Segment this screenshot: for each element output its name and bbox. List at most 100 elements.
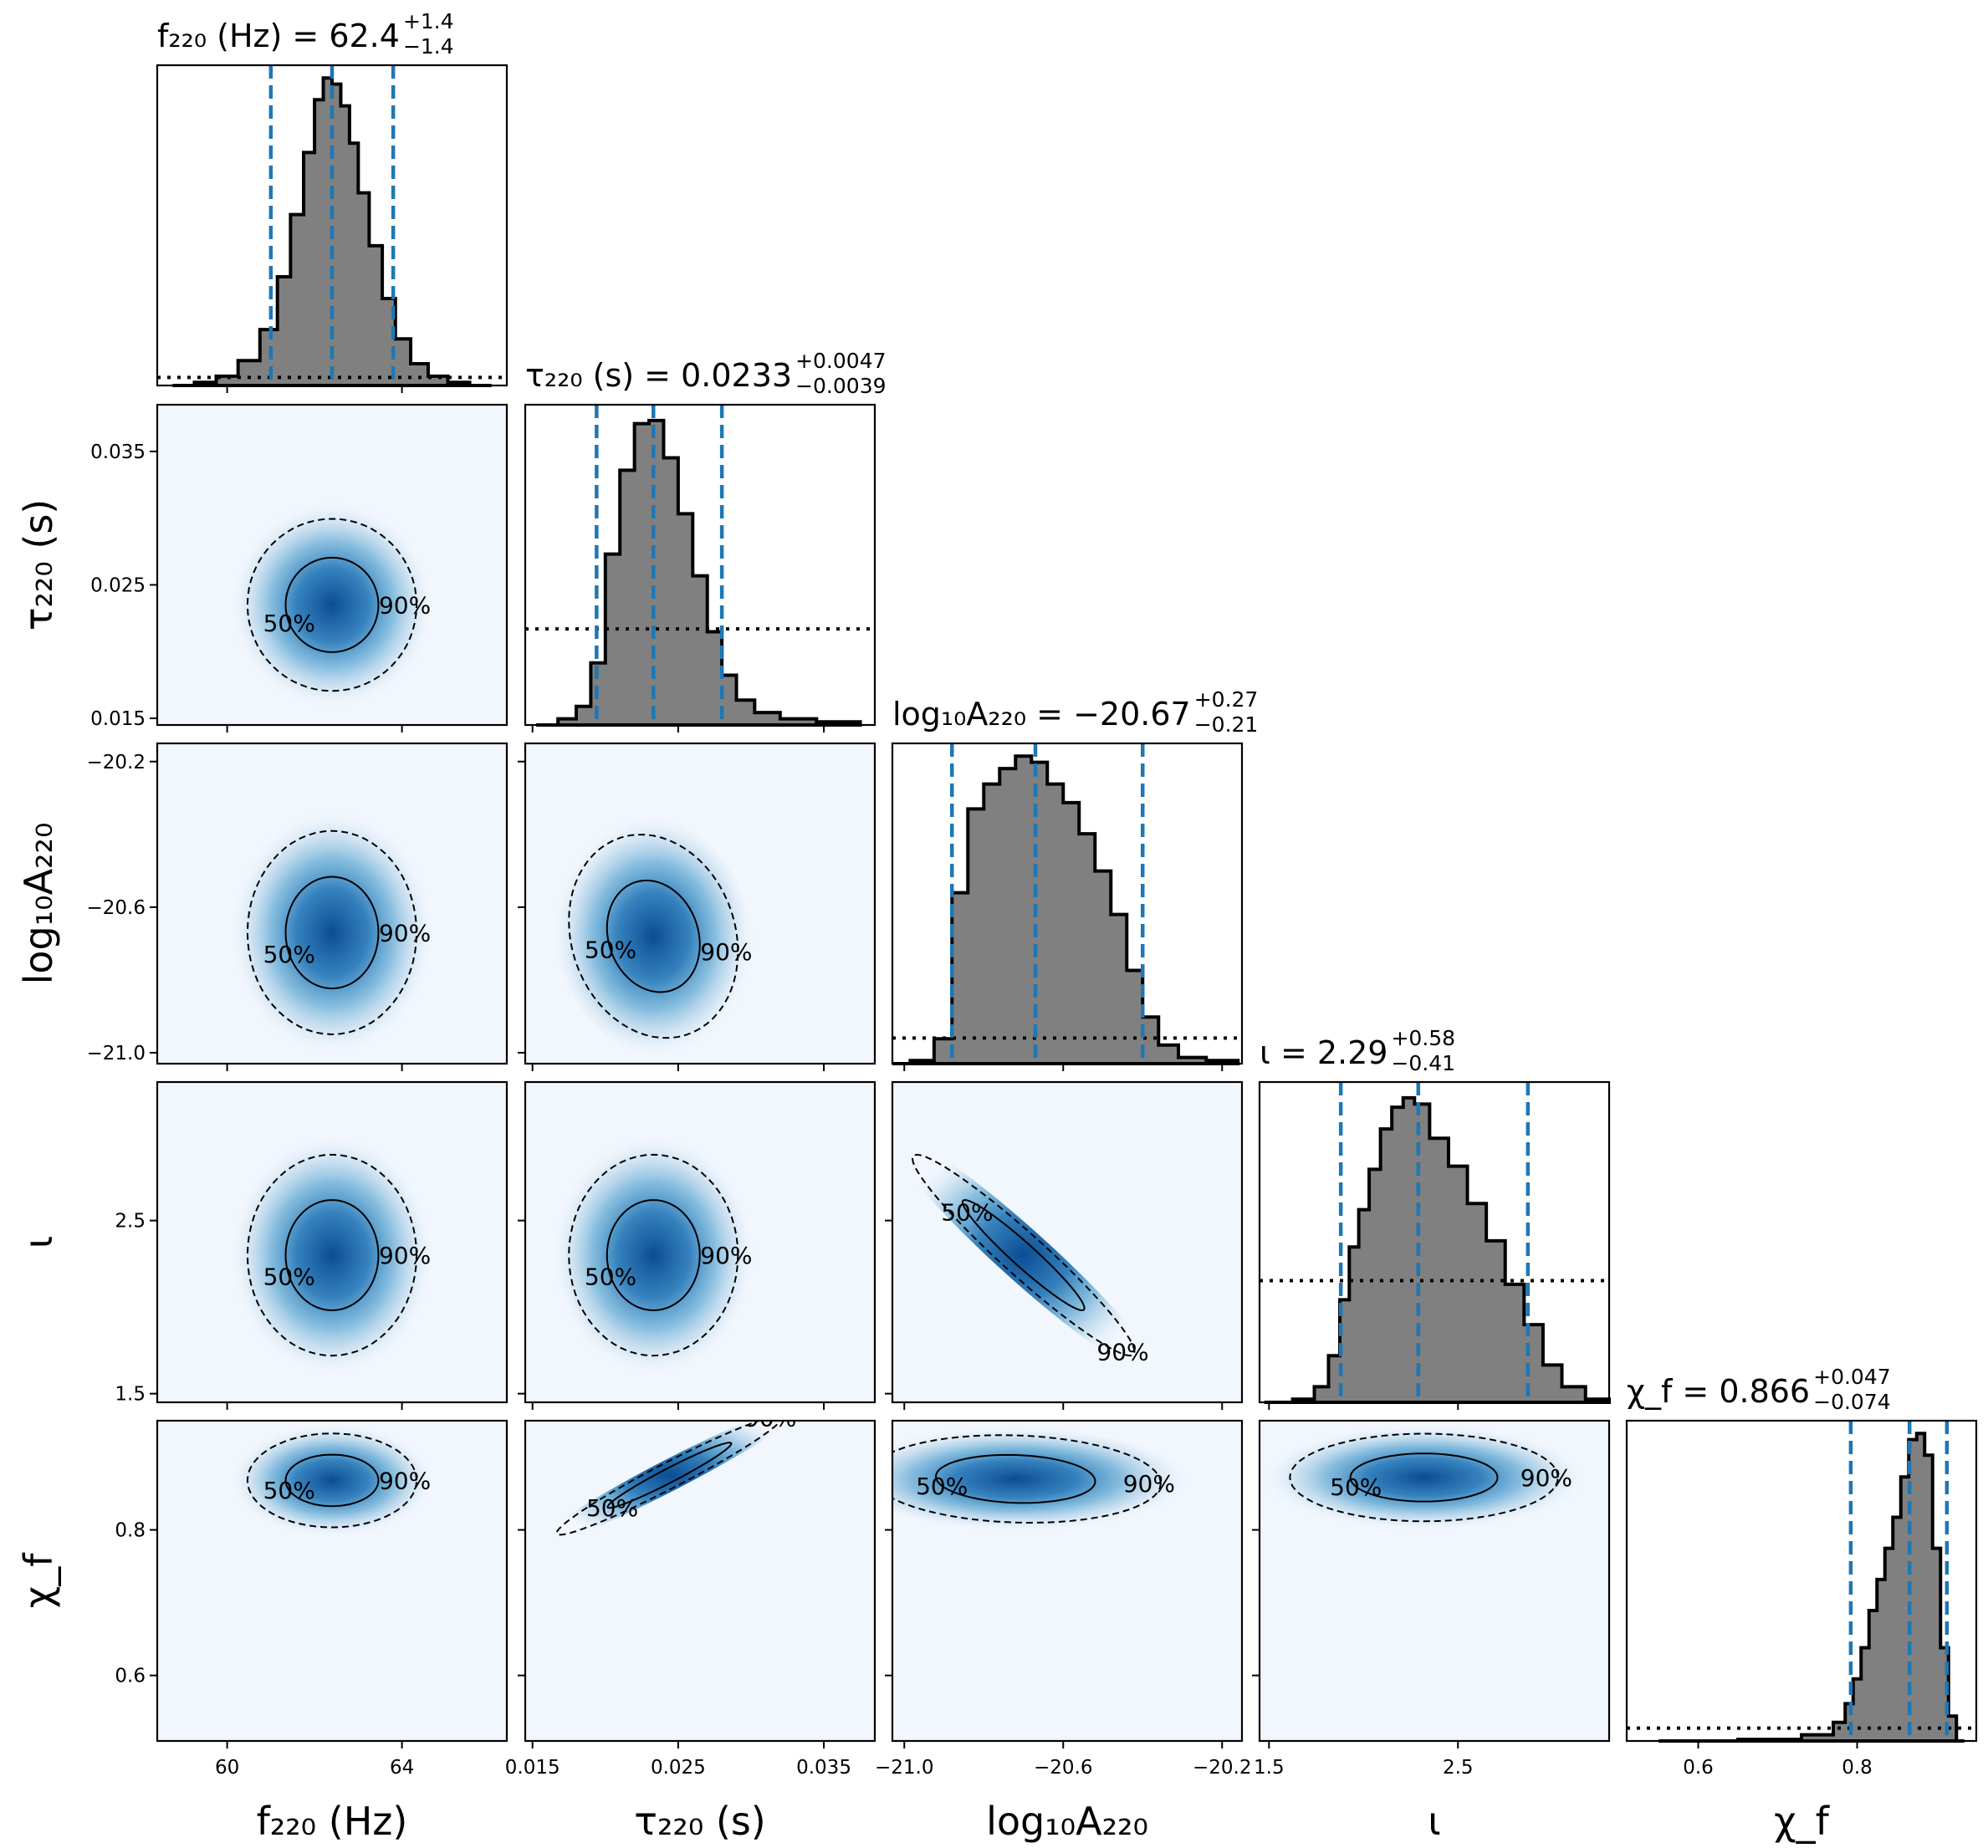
panel-title-plus-chif: +0.047 bbox=[1813, 1365, 1891, 1389]
x-axis-label-chif: χ_f bbox=[1774, 1799, 1831, 1844]
y-tick-label-logA: −20.2 bbox=[87, 752, 146, 773]
panel-title-minus-tau220: −0.0039 bbox=[795, 374, 886, 398]
contour-label-90: 90% bbox=[379, 919, 431, 947]
x-tick-label-iota: 2.5 bbox=[1443, 1757, 1474, 1779]
contour-label-90: 90% bbox=[1123, 1470, 1175, 1498]
panel-title-minus-logA: −0.21 bbox=[1194, 712, 1259, 737]
contour-90 bbox=[568, 834, 739, 1039]
contour-90 bbox=[246, 518, 418, 692]
density-panel-f220-logA: 50% 90% bbox=[156, 742, 508, 1065]
x-axis-label-tau220: τ₂₂₀ (s) bbox=[634, 1799, 766, 1844]
y-tick-label-tau220: 0.025 bbox=[90, 574, 146, 596]
contour-label-50: 50% bbox=[1330, 1473, 1382, 1501]
x-tick-label-logA: −21.0 bbox=[875, 1757, 933, 1779]
contour-label-90: 90% bbox=[379, 591, 431, 619]
contour-90 bbox=[1289, 1432, 1559, 1523]
histogram-tau220 bbox=[536, 418, 862, 727]
contour-label-50: 50% bbox=[916, 1473, 968, 1500]
y-tick-label-iota: 2.5 bbox=[115, 1211, 146, 1233]
panel-title-chif: χ_f = 0.866 bbox=[1627, 1373, 1810, 1410]
contour-label-90: 90% bbox=[700, 1242, 752, 1269]
x-tick-label-chif: 0.8 bbox=[1842, 1757, 1873, 1779]
hist-panel-tau220: τ₂₂₀ (s) = 0.0233 +0.0047−0.0039 bbox=[524, 349, 887, 727]
panel-title-f220: f₂₂₀ (Hz) = 62.4 bbox=[157, 18, 400, 54]
panel-title-plus-iota: +0.58 bbox=[1391, 1026, 1455, 1050]
density-panel-f220-iota: 50% 90% bbox=[156, 1080, 508, 1404]
density-fill bbox=[892, 1426, 1192, 1533]
density-fill bbox=[533, 1421, 792, 1548]
y-tick-label-tau220: 0.015 bbox=[90, 708, 146, 730]
density-panel-tau220-chif: 50% 90% bbox=[524, 1404, 876, 1743]
hist-panel-iota: ι = 2.29 +0.58−0.41 bbox=[1258, 1026, 1611, 1404]
x-tick-label-tau220: 0.015 bbox=[505, 1757, 560, 1779]
density-fill bbox=[229, 1423, 435, 1538]
y-tick-label-chif: 0.6 bbox=[115, 1666, 146, 1687]
contour-50 bbox=[284, 876, 380, 990]
histogram-chif bbox=[1658, 1432, 1965, 1743]
contour-label-90: 90% bbox=[744, 1404, 796, 1432]
density-panel-logA-chif: 50% 90% bbox=[891, 1419, 1244, 1743]
contour-50 bbox=[284, 1453, 380, 1508]
x-tick-label-logA: −20.6 bbox=[1034, 1757, 1092, 1779]
x-tick-label-logA: −20.2 bbox=[1193, 1757, 1251, 1779]
contour-label-50: 50% bbox=[263, 941, 315, 968]
y-tick-label-logA: −21.0 bbox=[87, 1043, 146, 1064]
contour-90 bbox=[568, 1153, 739, 1357]
density-fill bbox=[892, 1133, 1158, 1377]
y-tick-label-tau220: 0.035 bbox=[90, 442, 146, 463]
density-panel-f220-tau220: 50% 90% bbox=[156, 403, 508, 727]
contour-50 bbox=[934, 1453, 1096, 1504]
contour-label-50: 50% bbox=[263, 1263, 315, 1290]
y-axis-label-iota: ι bbox=[16, 1236, 61, 1249]
hist-panel-chif: χ_f = 0.866 +0.047−0.074 bbox=[1625, 1365, 1978, 1743]
y-tick-label-chif: 0.8 bbox=[115, 1520, 146, 1542]
contour-50 bbox=[284, 556, 380, 653]
density-panel-logA-iota: 50% 90% bbox=[891, 1080, 1244, 1404]
contour-label-50: 50% bbox=[941, 1199, 993, 1227]
x-tick-label-f220: 64 bbox=[390, 1757, 414, 1779]
contour-label-50: 50% bbox=[585, 1263, 636, 1290]
hist-panel-f220: f₂₂₀ (Hz) = 62.4 +1.4−1.4 bbox=[156, 9, 508, 387]
contour-90 bbox=[246, 830, 418, 1035]
contour-50 bbox=[961, 1199, 1086, 1311]
density-panel-iota-chif: 50% 90% bbox=[1258, 1419, 1611, 1743]
contour-label-90: 90% bbox=[700, 938, 752, 966]
contour-90 bbox=[911, 1153, 1136, 1357]
x-axis-label-f220: f₂₂₀ (Hz) bbox=[257, 1799, 408, 1844]
density-fill bbox=[1261, 1424, 1587, 1531]
panel-title-plus-tau220: +0.0047 bbox=[795, 349, 886, 373]
y-axis-label-tau220: τ₂₂₀ (s) bbox=[16, 499, 61, 631]
x-tick-label-chif: 0.6 bbox=[1683, 1757, 1714, 1779]
contour-90 bbox=[246, 1432, 418, 1529]
contour-90 bbox=[555, 1421, 782, 1536]
panel-title-iota: ι = 2.29 bbox=[1260, 1034, 1388, 1071]
density-fill bbox=[551, 813, 756, 1059]
contour-label-90: 90% bbox=[1520, 1464, 1572, 1492]
contour-label-90: 90% bbox=[379, 1467, 431, 1494]
panel-title-minus-iota: −0.41 bbox=[1391, 1051, 1455, 1075]
contour-50 bbox=[606, 1442, 733, 1509]
density-fill bbox=[229, 1133, 435, 1377]
panel-title-minus-f220: −1.4 bbox=[403, 34, 454, 59]
contour-50 bbox=[606, 879, 701, 993]
y-tick-label-iota: 1.5 bbox=[115, 1384, 146, 1406]
contour-label-50: 50% bbox=[586, 1494, 638, 1522]
x-axis-label-logA: log₁₀A₂₂₀ bbox=[986, 1799, 1148, 1844]
contour-50 bbox=[606, 1199, 701, 1311]
density-panel-tau220-logA: 50% 90% bbox=[524, 742, 876, 1065]
y-tick-label-logA: −20.6 bbox=[87, 897, 146, 919]
contour-50 bbox=[1349, 1452, 1499, 1503]
contour-label-50: 50% bbox=[263, 1477, 315, 1504]
panel-title-minus-chif: −0.074 bbox=[1813, 1390, 1891, 1414]
contour-label-90: 90% bbox=[1096, 1338, 1148, 1366]
density-panel-f220-chif: 50% 90% bbox=[156, 1419, 508, 1743]
contour-label-50: 50% bbox=[263, 610, 315, 637]
panel-title-plus-f220: +1.4 bbox=[403, 9, 454, 33]
hist-panel-logA: log₁₀A₂₂₀ = −20.67 +0.27−0.21 bbox=[891, 687, 1259, 1065]
histogram-logA bbox=[892, 754, 1240, 1065]
panel-title-logA: log₁₀A₂₂₀ = −20.67 bbox=[892, 696, 1191, 733]
contour-90 bbox=[892, 1434, 1162, 1524]
x-tick-label-tau220: 0.035 bbox=[796, 1757, 851, 1779]
density-fill bbox=[229, 809, 435, 1056]
